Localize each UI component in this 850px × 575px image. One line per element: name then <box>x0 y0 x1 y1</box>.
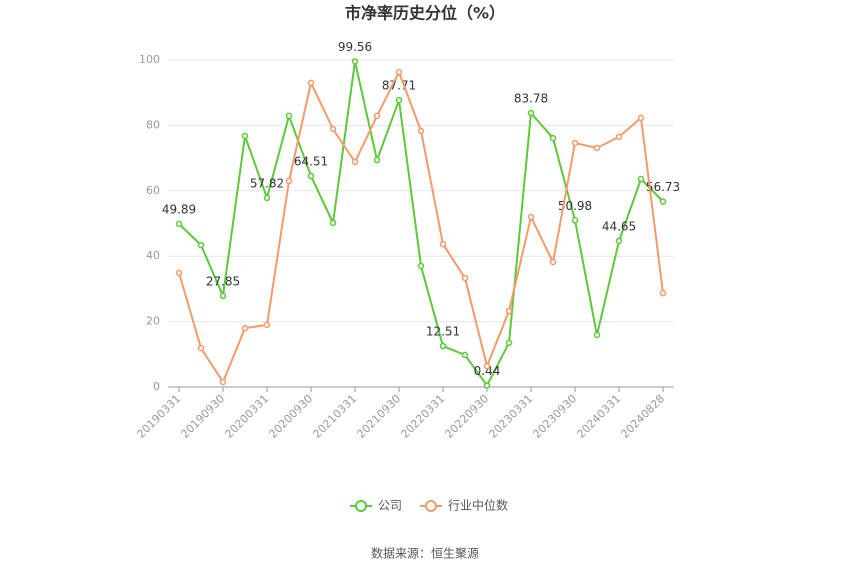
point <box>505 339 513 347</box>
x-tick-label: 20200331 <box>222 392 271 441</box>
point <box>285 112 293 120</box>
point <box>307 79 315 87</box>
value-label: 99.56 <box>338 40 372 54</box>
point <box>329 125 337 133</box>
chart-title: 市净率历史分位（%） <box>345 4 505 23</box>
point <box>439 342 447 350</box>
value-label: 27.85 <box>206 274 240 288</box>
point <box>461 274 469 282</box>
point <box>439 240 447 248</box>
series-line <box>178 61 664 388</box>
value-label: 56.73 <box>646 180 680 194</box>
point <box>615 133 623 141</box>
point <box>549 258 557 266</box>
source-note: 数据来源：恒生聚源 <box>371 546 479 561</box>
point <box>527 109 535 117</box>
point <box>483 362 491 370</box>
point <box>615 237 623 245</box>
point <box>417 127 425 135</box>
x-tick-label: 20230331 <box>486 392 535 441</box>
x-tick-label: 20210331 <box>310 392 359 441</box>
point <box>241 132 249 140</box>
value-label: 12.51 <box>426 325 460 339</box>
point <box>307 172 315 180</box>
point <box>241 324 249 332</box>
point <box>527 213 535 221</box>
legend-marker[interactable] <box>425 500 438 512</box>
x-tick-label: 20230930 <box>530 392 579 441</box>
point <box>175 269 183 277</box>
point <box>219 378 227 386</box>
point <box>483 382 491 389</box>
point <box>593 144 601 152</box>
point <box>659 289 667 297</box>
point <box>373 112 381 120</box>
point <box>549 134 557 142</box>
x-tick-label: 20200930 <box>266 392 315 441</box>
value-label: 44.65 <box>602 219 636 233</box>
point <box>197 344 205 352</box>
value-label: 64.51 <box>294 155 328 169</box>
legend-marker[interactable] <box>355 500 367 512</box>
point <box>329 219 337 227</box>
point <box>659 198 667 205</box>
x-tick-label: 20190930 <box>178 392 227 441</box>
y-tick-label: 60 <box>146 184 160 197</box>
value-label: 87.71 <box>382 79 416 93</box>
x-tick-label: 20240331 <box>574 392 623 441</box>
point <box>505 307 513 315</box>
point <box>637 114 645 122</box>
point <box>461 351 469 359</box>
y-tick-label: 20 <box>146 315 160 328</box>
legend-label[interactable]: 公司 <box>378 499 402 513</box>
point <box>263 194 271 202</box>
point <box>395 96 403 104</box>
point <box>175 220 183 228</box>
point <box>219 292 227 300</box>
point <box>263 321 271 329</box>
point <box>197 241 205 249</box>
x-tick-label: 20210930 <box>354 392 403 441</box>
value-label: 57.82 <box>250 176 284 190</box>
point <box>285 177 293 185</box>
legend-label[interactable]: 行业中位数 <box>448 498 508 513</box>
y-tick-label: 80 <box>146 118 160 131</box>
series-line <box>178 69 664 385</box>
value-label: 50.98 <box>558 199 592 213</box>
point <box>417 262 425 270</box>
point <box>351 158 359 166</box>
point <box>351 58 359 65</box>
value-label: 83.78 <box>514 92 548 106</box>
point <box>571 217 579 224</box>
y-tick-label: 100 <box>139 53 160 66</box>
x-tick-label: 20220331 <box>398 392 447 441</box>
point <box>593 331 601 339</box>
point <box>637 175 645 183</box>
x-tick-label: 20240828 <box>618 392 667 441</box>
value-label: 0.44 <box>474 364 501 378</box>
x-tick-label: 20190331 <box>134 392 183 441</box>
x-tick-label: 20220930 <box>442 392 491 441</box>
y-tick-label: 0 <box>153 380 160 393</box>
value-label: 49.89 <box>162 202 196 216</box>
point <box>373 156 381 164</box>
point <box>395 68 403 76</box>
y-tick-label: 40 <box>146 249 160 262</box>
point <box>571 139 579 147</box>
